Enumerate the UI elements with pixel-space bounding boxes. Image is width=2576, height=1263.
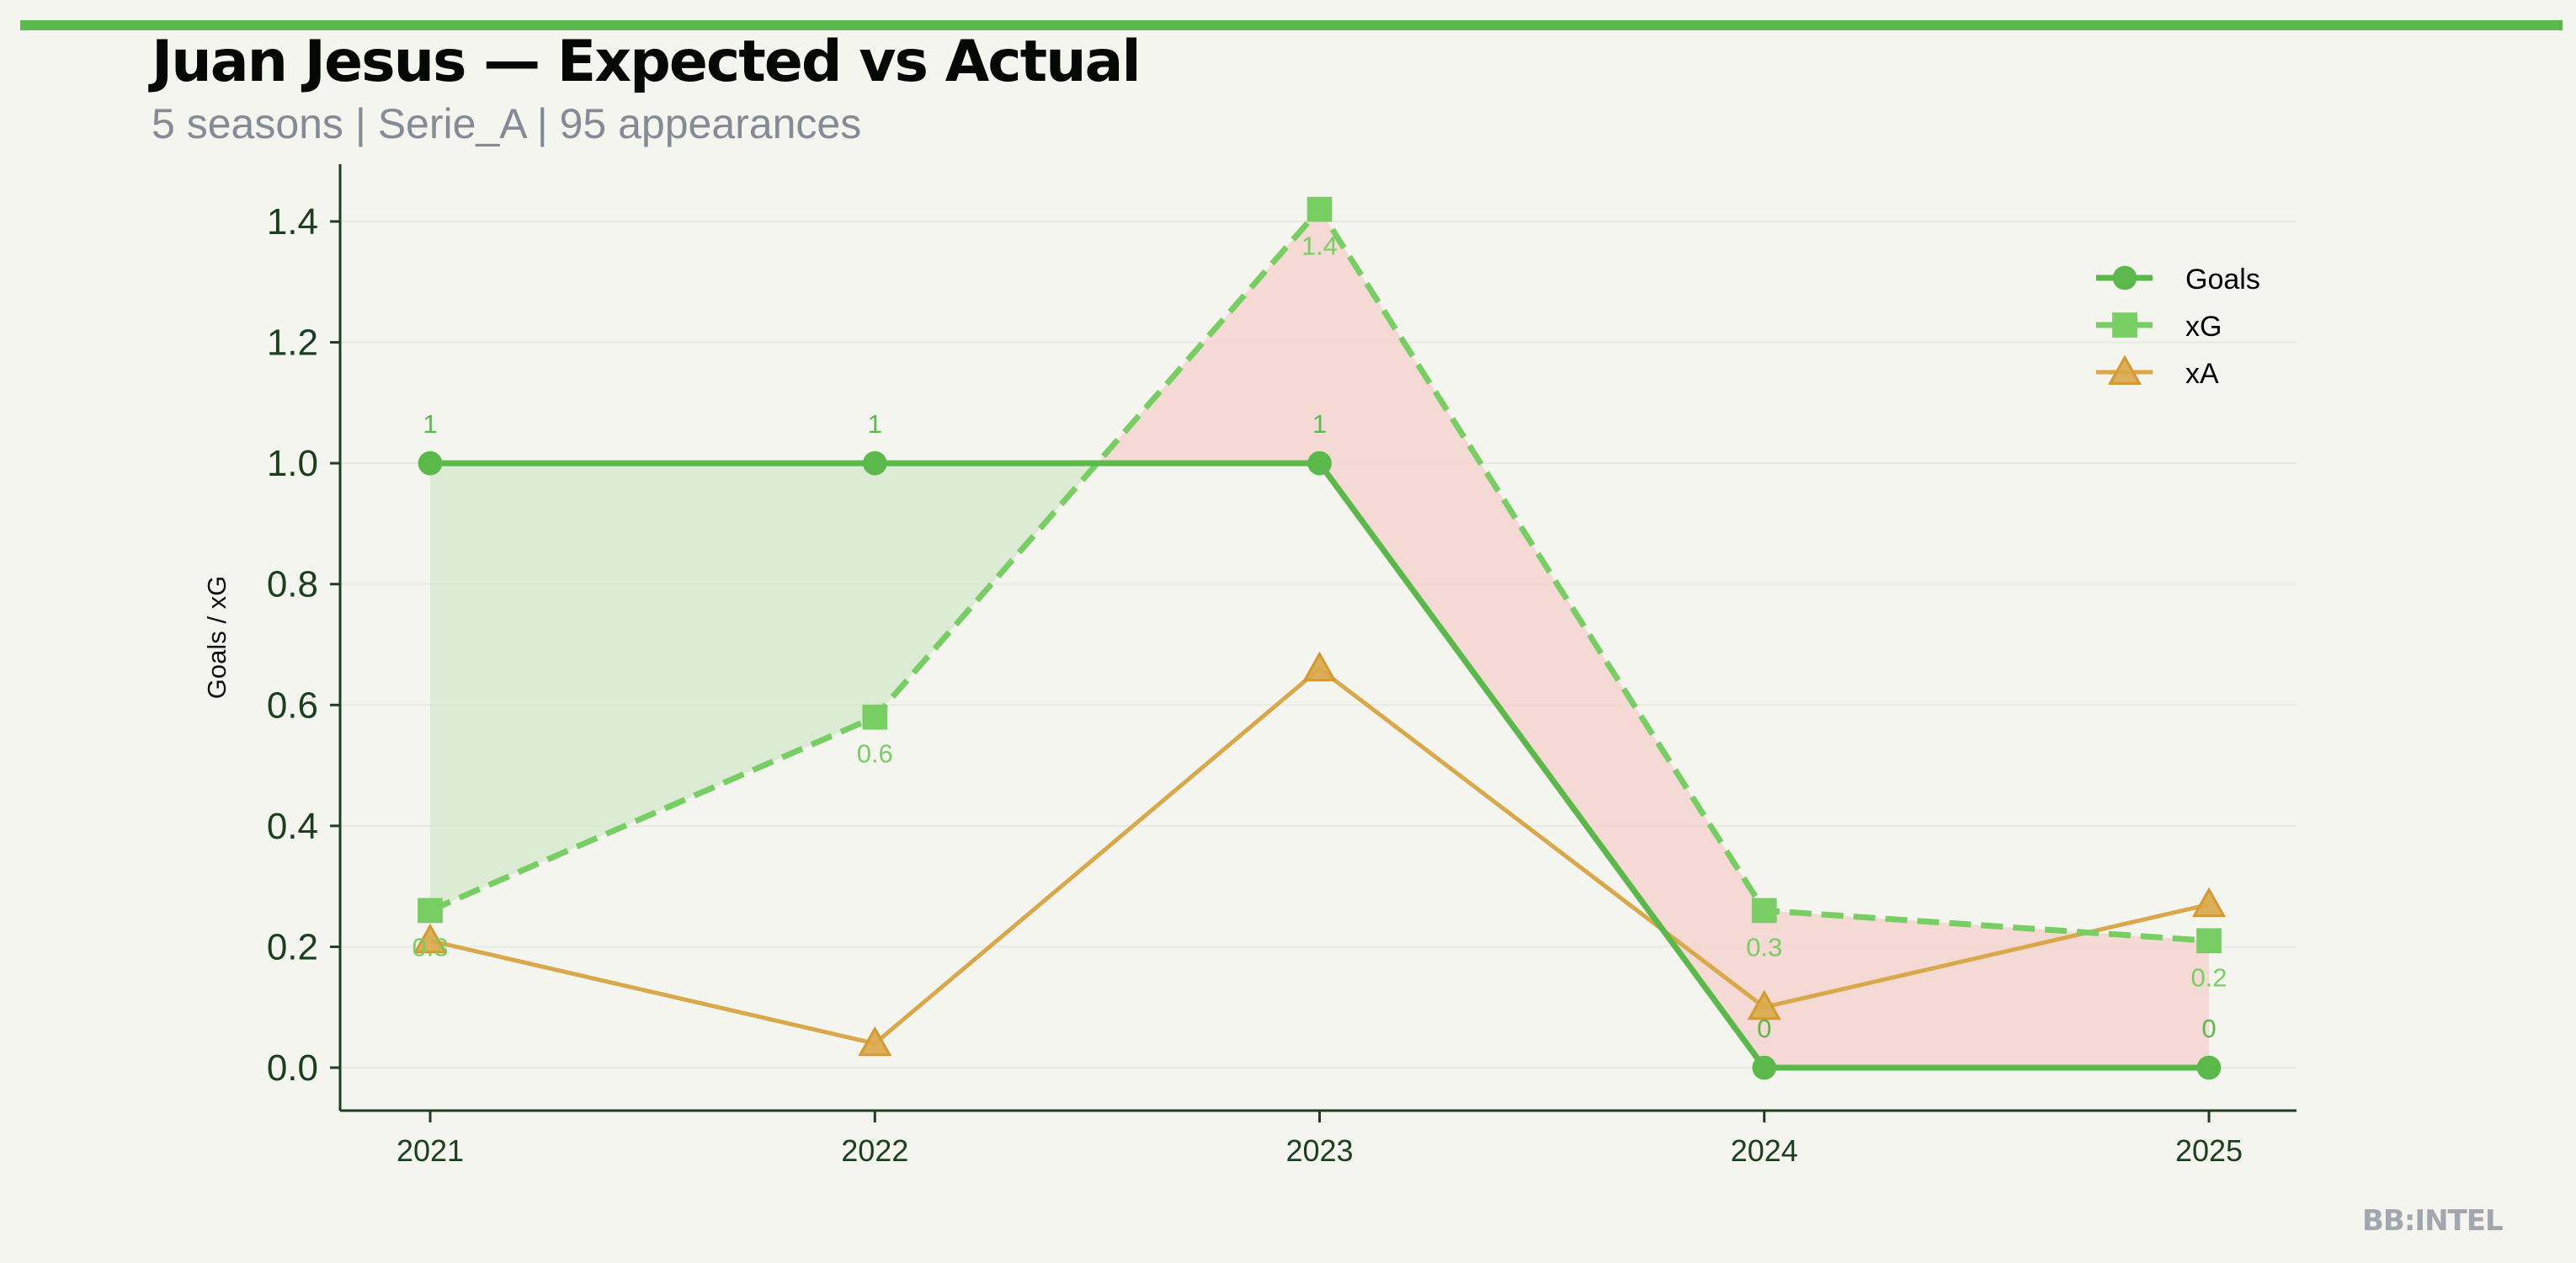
x-tick-label: 2021 <box>397 1133 464 1168</box>
chart-title: Juan Jesus — Expected vs Actual <box>152 29 1142 95</box>
xg-data-label: 0.3 <box>1746 932 1782 962</box>
overperform-fill <box>430 463 876 911</box>
x-tick-label: 2025 <box>2175 1133 2243 1168</box>
y-tick-label: 0.8 <box>267 564 318 605</box>
xa-marker <box>2191 887 2227 918</box>
underperform-fill <box>1764 910 2209 1068</box>
x-tick-label: 2023 <box>1285 1133 1353 1168</box>
xg-marker <box>862 704 888 730</box>
goals-data-label: 0 <box>2201 1014 2216 1043</box>
legend-xg-label: xG <box>2185 311 2222 343</box>
x-tick-label: 2024 <box>1731 1133 1798 1168</box>
y-tick-label: 0.0 <box>267 1047 318 1089</box>
xa-marker <box>1302 651 1337 682</box>
xg-marker <box>2196 928 2222 954</box>
accent-bar <box>20 20 2563 30</box>
xg-marker <box>1751 898 1777 924</box>
legend-xa-label: xA <box>2185 358 2219 390</box>
xg-data-label: 1.4 <box>1301 232 1338 261</box>
watermark-logo: BB:INTEL <box>2362 1204 2504 1238</box>
goals-marker <box>2196 1055 2222 1080</box>
xg-marker <box>1307 196 1333 222</box>
xg-data-label: 0.6 <box>857 739 893 769</box>
y-tick-label: 1.4 <box>267 201 318 242</box>
y-tick-label: 0.2 <box>267 926 318 967</box>
xg-marker <box>418 898 443 924</box>
legend-goals-marker <box>2112 265 2137 290</box>
goals-marker <box>1307 450 1332 476</box>
chart-subtitle: 5 seasons | Serie_A | 95 appearances <box>152 100 862 147</box>
y-tick-label: 1.2 <box>267 322 318 364</box>
xa-marker <box>858 1026 892 1057</box>
legend-xg-marker <box>2112 312 2137 338</box>
legend-goals-label: Goals <box>2185 264 2260 296</box>
xg-data-label: 0.3 <box>412 932 448 962</box>
xa-marker <box>412 923 448 954</box>
goals-marker <box>418 450 443 476</box>
y-axis-label: Goals / xG <box>202 576 232 699</box>
goals-data-label: 1 <box>423 409 437 439</box>
y-tick-label: 0.6 <box>267 685 318 726</box>
goals-marker <box>862 450 887 476</box>
underperform-fill <box>1319 209 1764 1068</box>
y-tick-label: 0.4 <box>267 806 318 847</box>
xa-marker <box>1747 989 1781 1021</box>
goals-data-label: 1 <box>1312 409 1327 439</box>
y-tick-label: 1.0 <box>267 443 318 484</box>
goals-marker <box>1752 1055 1777 1080</box>
xg-data-label: 0.2 <box>2190 962 2227 992</box>
legend-xa-marker <box>2107 354 2142 385</box>
goals-data-label: 1 <box>868 409 882 439</box>
goals-data-label: 0 <box>1757 1014 1771 1043</box>
x-tick-label: 2022 <box>841 1133 908 1168</box>
